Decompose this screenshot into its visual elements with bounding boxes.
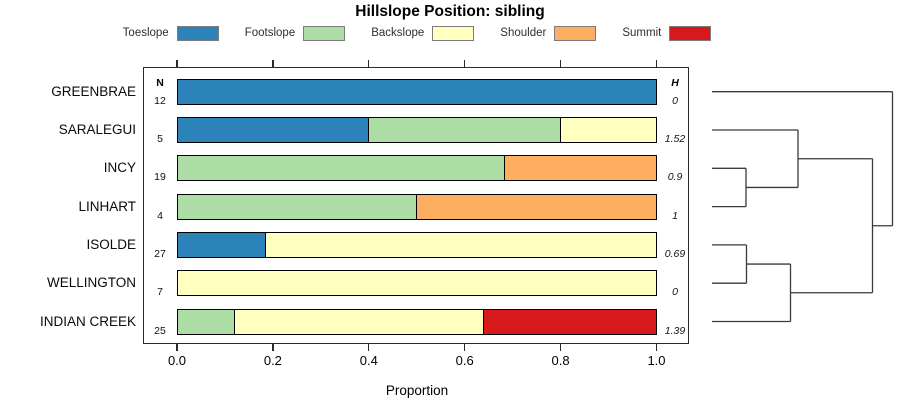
row-label: LINHART [78, 198, 136, 214]
row-label: INCY [103, 160, 136, 176]
legend-item-summit: Summit [622, 25, 712, 41]
legend-label: Footslope [244, 27, 296, 39]
stacked-bar [177, 193, 657, 220]
legend-label: Summit [622, 27, 662, 39]
x-tick-label: 0.2 [263, 353, 282, 368]
h-value: 0 [672, 94, 678, 107]
x-tick-label: 0.4 [359, 353, 378, 368]
legend-label: Backslope [371, 27, 425, 39]
x-tick-label: 1.0 [647, 353, 666, 368]
n-value: 7 [157, 286, 163, 299]
x-tick-label: 0.8 [551, 353, 570, 368]
bar-segment-shoulder [416, 193, 657, 220]
h-value: 0.69 [664, 247, 686, 260]
bar-segment-shoulder [504, 155, 657, 182]
h-value: 1.39 [664, 324, 686, 337]
top-axis-tick [655, 59, 658, 67]
legend-swatch-icon [303, 25, 346, 41]
row-label: SARALEGUI [58, 122, 136, 137]
stacked-bar [177, 308, 657, 335]
stacked-bar [177, 155, 657, 182]
bar-segment-backslope [265, 231, 657, 258]
bottom-axis-tick [464, 344, 466, 351]
n-value: 25 [154, 324, 166, 337]
stacked-bar [177, 231, 657, 258]
row-label: ISOLDE [86, 236, 136, 252]
legend-swatch-icon [176, 25, 219, 41]
n-value: 27 [154, 247, 166, 260]
bottom-axis-tick [272, 344, 274, 351]
bottom-axis-tick [368, 344, 370, 351]
legend-swatch-icon [432, 25, 475, 41]
legend-item-shoulder: Shoulder [500, 25, 597, 41]
chart-title: Hillslope Position: sibling [355, 3, 545, 20]
bar-segment-toeslope [177, 78, 657, 105]
n-value: 19 [154, 171, 166, 184]
legend: Toeslope Footslope Backslope Shoulder Summit [0, 24, 834, 42]
bar-segment-backslope [177, 270, 657, 297]
legend-item-backslope: Backslope [371, 25, 475, 41]
bar-segment-footslope [177, 193, 417, 220]
bottom-axis-tick [655, 344, 658, 351]
n-value: 12 [154, 94, 166, 107]
n-value: 4 [157, 209, 163, 222]
n-value: 5 [157, 133, 163, 145]
row-label: GREENBRAE [51, 83, 136, 99]
bar-segment-summit [483, 308, 657, 335]
bar-segment-toeslope [177, 231, 266, 258]
legend-label: Shoulder [500, 27, 547, 39]
h-value: 1 [672, 209, 678, 222]
stacked-bar [177, 78, 657, 105]
legend-item-footslope: Footslope [244, 25, 346, 41]
top-axis-tick [368, 59, 370, 67]
legend-swatch-icon [554, 25, 597, 41]
bar-segment-toeslope [177, 117, 369, 143]
legend-swatch-icon [669, 25, 712, 41]
bottom-axis-tick [560, 344, 562, 351]
top-axis-tick [272, 59, 274, 67]
h-column-header: H [671, 77, 679, 89]
legend-item-toeslope: Toeslope [122, 25, 219, 41]
h-value: 0.9 [667, 171, 683, 184]
legend-label: Toeslope [122, 27, 169, 39]
x-tick-label: 0.6 [455, 353, 474, 368]
h-value: 1.52 [664, 133, 686, 145]
bar-segment-footslope [368, 117, 561, 143]
x-tick-label: 0.0 [167, 353, 187, 368]
row-label: INDIAN CREEK [39, 313, 136, 329]
row-label: WELLINGTON [46, 275, 136, 291]
bar-segment-backslope [234, 308, 484, 335]
x-axis-label: Proportion [385, 383, 449, 398]
n-column-header: N [156, 77, 164, 89]
top-axis-tick [560, 59, 562, 67]
bottom-axis-tick [176, 344, 178, 351]
stacked-bar [177, 270, 657, 297]
top-axis-tick [176, 59, 178, 67]
bar-segment-backslope [560, 117, 657, 143]
h-value: 0 [672, 286, 678, 299]
top-axis-tick [464, 59, 466, 67]
bar-segment-footslope [177, 155, 505, 182]
stacked-bar [177, 117, 657, 143]
